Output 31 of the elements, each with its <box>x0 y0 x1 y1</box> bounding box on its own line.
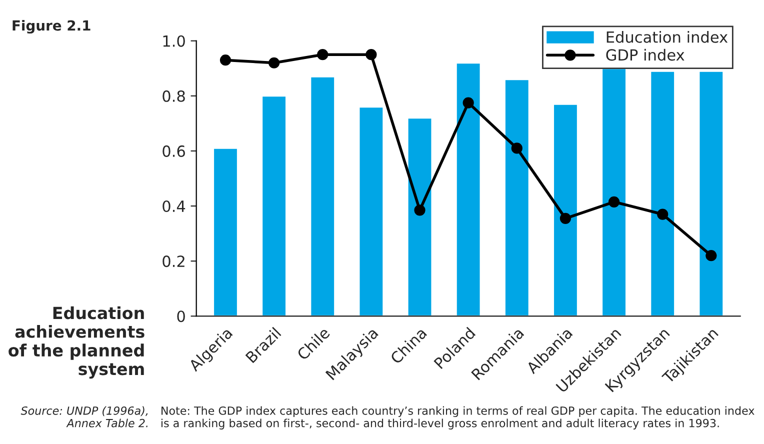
text: Note: The GDP index captures each country’s ranking in terms of real GDP per capita. The education index is a ranking based on first-, second- and third-level gross enrolment and adult literacy rates in 1993. <box>161 406 754 430</box>
point <box>366 49 377 60</box>
point <box>220 54 232 66</box>
legend-label: Education index <box>606 31 728 43</box>
text: Education achievements of the planned system <box>8 306 144 379</box>
y-tick-label: 0 <box>177 310 185 322</box>
point <box>706 250 717 262</box>
bar <box>212 148 238 316</box>
point <box>414 204 426 216</box>
y-tick-label: 0.4 <box>162 200 186 212</box>
point <box>560 212 572 224</box>
bar <box>406 117 433 316</box>
bar <box>310 76 336 316</box>
bar <box>358 106 384 316</box>
point <box>268 57 280 68</box>
y-tick-label: 0.2 <box>162 256 184 268</box>
source-note: Source: UNDP (1996a), Annex Table 2. <box>20 406 148 428</box>
bar <box>504 78 530 316</box>
y-tick-label: 1.0 <box>163 35 185 47</box>
point <box>608 196 620 208</box>
bar <box>552 103 578 316</box>
text: Figure 2.1 <box>12 20 90 34</box>
bar <box>455 62 482 316</box>
point <box>657 208 668 220</box>
point <box>462 97 474 108</box>
bar <box>261 95 287 316</box>
y-tick-label: 0.8 <box>162 90 185 102</box>
y-tick-label: 0.6 <box>162 145 185 157</box>
legend-label: GDP index <box>606 48 684 61</box>
point <box>511 142 522 154</box>
point <box>317 49 328 60</box>
